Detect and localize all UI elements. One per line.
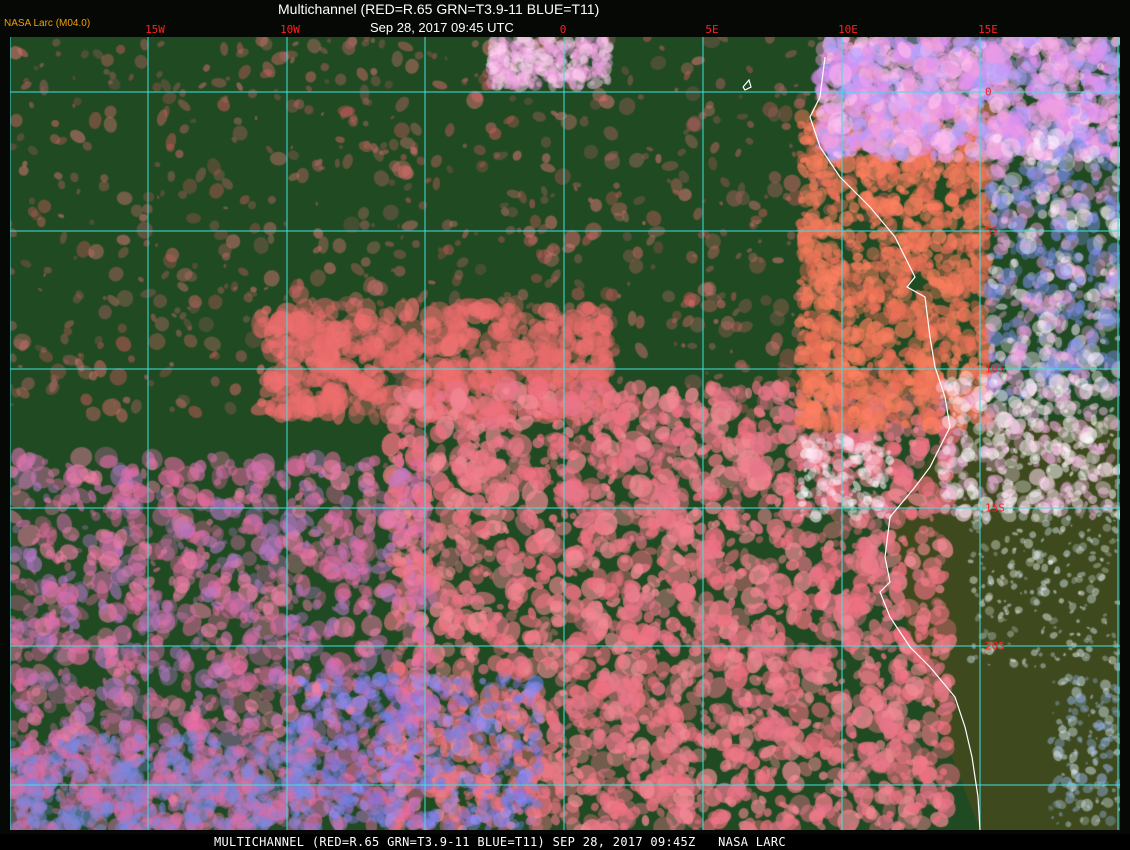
footer-caption: MULTICHANNEL (RED=R.65 GRN=T3.9-11 BLUE=…: [214, 835, 786, 849]
latitude-label: 0: [985, 85, 992, 99]
nasa-larc-logo: NASA Larc (M04.0): [4, 18, 91, 29]
map-overlay: [10, 37, 1120, 830]
satellite-image: 0 5S 10S 15S 20S: [10, 37, 1120, 830]
latitude-label: 10S: [985, 362, 1005, 376]
longitude-label: 15W: [145, 23, 165, 36]
coastline: [809, 56, 981, 830]
latitude-label: 5S: [985, 224, 999, 238]
longitude-label: 5E: [705, 23, 719, 36]
latitude-label: 15S: [985, 501, 1005, 515]
latitude-label: 20S: [985, 639, 1005, 653]
longitude-label: 10E: [838, 23, 858, 36]
longitude-label: 0: [559, 23, 567, 36]
longitude-label: 10W: [280, 23, 300, 36]
satellite-imagery-canvas: [10, 37, 1120, 830]
longitude-label: 15E: [978, 23, 998, 36]
footer-bar: MULTICHANNEL (RED=R.65 GRN=T3.9-11 BLUE=…: [0, 834, 1130, 850]
image-timestamp: Sep 28, 2017 09:45 UTC: [370, 20, 514, 35]
lat-lon-grid: [10, 37, 1120, 830]
island-outline: [742, 78, 752, 91]
image-title: Multichannel (RED=R.65 GRN=T3.9-11 BLUE=…: [278, 1, 600, 17]
